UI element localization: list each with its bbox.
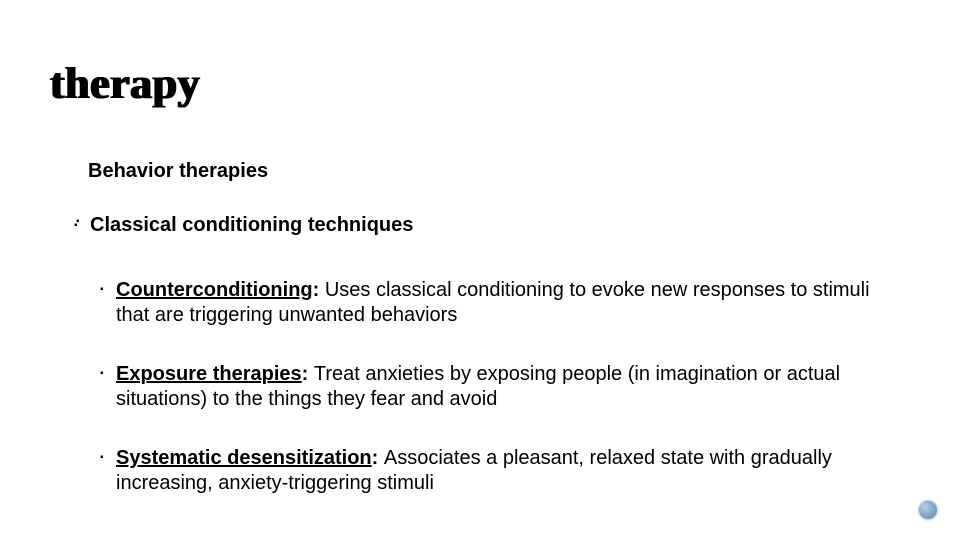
item-term: Exposure therapies xyxy=(116,363,302,385)
bullet-icon: ▪ xyxy=(100,368,104,381)
slide-title: therapy xyxy=(50,58,200,109)
item-colon: : xyxy=(313,279,325,301)
bullet-icon: ▪ xyxy=(100,284,104,297)
list-item: ▪ Counterconditioning: Uses classical co… xyxy=(116,278,908,328)
item-term: Counterconditioning xyxy=(116,279,313,301)
slide-subtitle: Behavior therapies xyxy=(88,160,268,183)
item-list: ▪ Counterconditioning: Uses classical co… xyxy=(116,278,908,530)
item-colon: : xyxy=(302,363,314,385)
bullet-icon: ▪ xyxy=(74,220,78,231)
bullet-icon: ▪ xyxy=(100,452,104,465)
list-item: ▪ Exposure therapies: Treat anxieties by… xyxy=(116,362,908,412)
section-heading-text: Classical conditioning techniques xyxy=(90,214,413,236)
page-indicator-icon xyxy=(918,500,938,520)
item-colon: : xyxy=(372,447,384,469)
section-heading: ▪ Classical conditioning techniques xyxy=(90,214,413,237)
slide: therapy Behavior therapies ▪ Classical c… xyxy=(0,0,960,540)
list-item: ▪ Systematic desensitization: Associates… xyxy=(116,446,908,496)
item-term: Systematic desensitization xyxy=(116,447,372,469)
